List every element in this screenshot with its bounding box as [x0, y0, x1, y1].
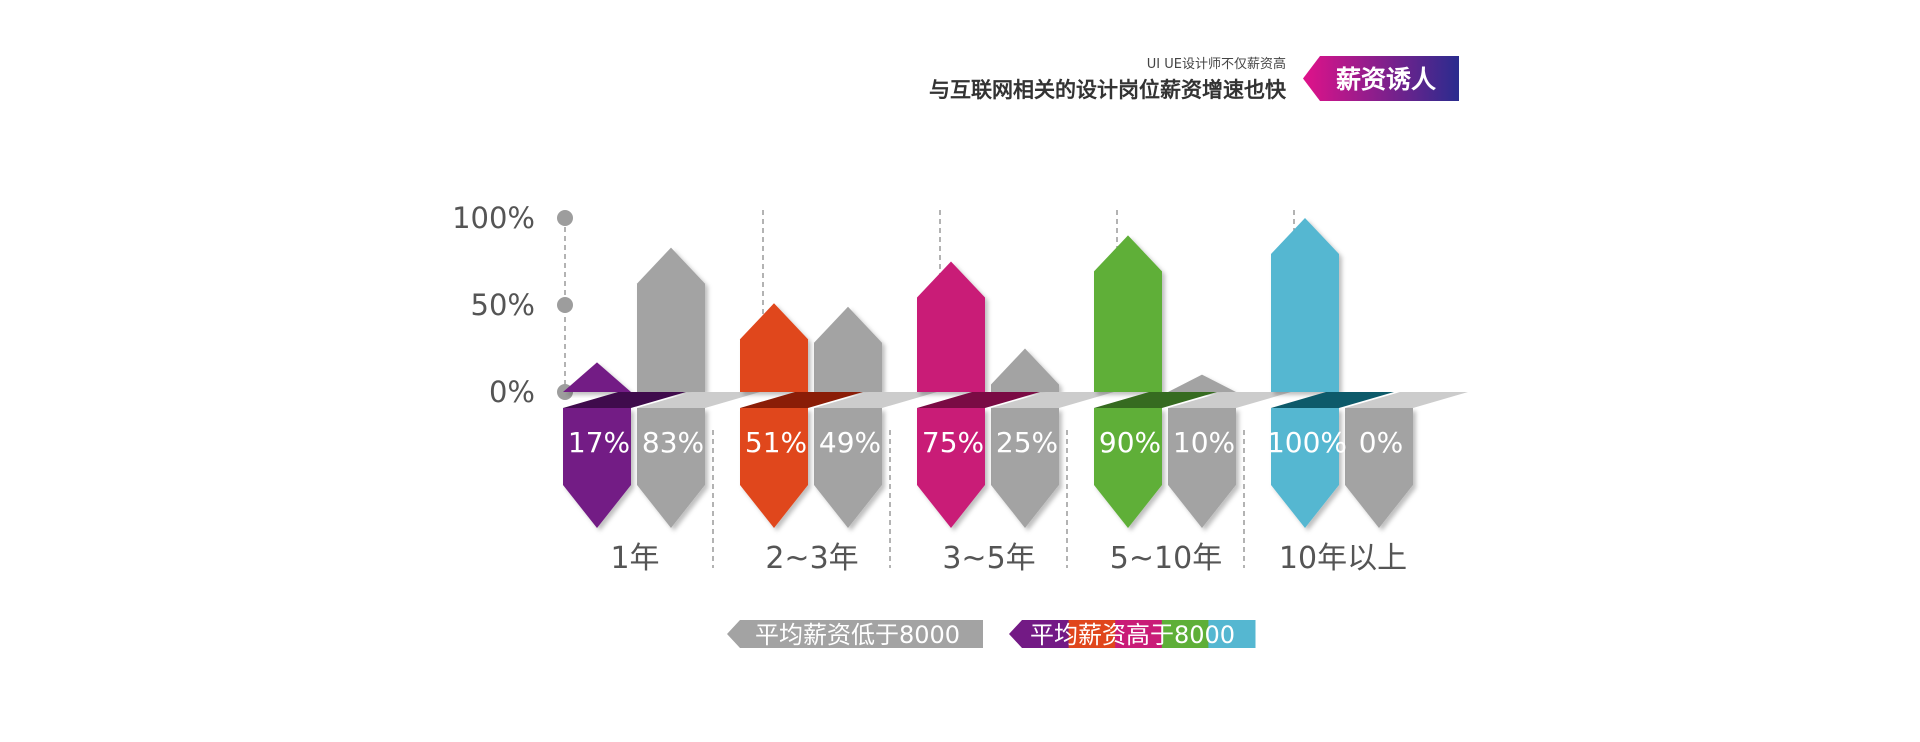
colored-down-bar [1094, 408, 1162, 528]
gray-bar-top [1345, 392, 1468, 408]
gray-down-bar [1168, 408, 1236, 528]
value-label: 10% [1173, 426, 1235, 459]
legend-swatch-segment [1208, 620, 1256, 648]
gray-down-bar [991, 408, 1059, 528]
header-subtitle: UI UE设计师不仅薪资高 [1147, 56, 1286, 72]
colored-down-bar [740, 408, 808, 528]
colored-bar-top [917, 392, 1040, 408]
header-badge-text: 薪资诱人 [1336, 65, 1436, 94]
colored-up-bar [1271, 218, 1339, 392]
colored-bar-top [1094, 392, 1217, 408]
header-headline: 与互联网相关的设计岗位薪资增速也快 [929, 78, 1287, 102]
value-label: 83% [642, 426, 704, 459]
gray-bar-top [1168, 392, 1291, 408]
legend-item-high: 平均薪资高于8000 [1009, 620, 1256, 649]
colored-up-bar [1094, 235, 1162, 392]
category-label: 10年以上 [1279, 541, 1407, 576]
category-label: 1年 [610, 541, 659, 576]
legend-swatch-segment [1022, 620, 1070, 648]
legend-swatch-segment [1161, 620, 1209, 648]
gray-up-bar [1168, 374, 1236, 392]
y-tick-dot [557, 297, 573, 313]
colored-down-bar [917, 408, 985, 528]
legend-swatch-segment [1068, 620, 1116, 648]
category-labels: 1年 2~3年 3~5年 5~10年 10年以上 [610, 541, 1407, 576]
legend-item-low: 平均薪资低于8000 [727, 620, 983, 649]
header: UI UE设计师不仅薪资高 与互联网相关的设计岗位薪资增速也快 薪资诱人 [929, 56, 1459, 102]
value-label: 17% [568, 426, 630, 459]
colored-up-bar [917, 261, 985, 392]
y-tick-label: 100% [452, 201, 535, 235]
value-label: 51% [745, 426, 807, 459]
colored-up-bar [740, 303, 808, 392]
y-tick-label: 50% [471, 288, 535, 322]
gray-bar-top [814, 392, 937, 408]
category-label: 3~5年 [942, 541, 1035, 576]
value-label: 0% [1359, 426, 1403, 459]
legend-swatch-tip [1009, 620, 1022, 648]
value-label: 100% [1267, 426, 1347, 459]
header-badge [1303, 56, 1459, 101]
value-label: 90% [1099, 426, 1161, 459]
gray-up-bar [991, 348, 1059, 392]
gray-bar-top [991, 392, 1114, 408]
gray-up-bar [637, 247, 705, 392]
value-label: 49% [819, 426, 881, 459]
colored-down-bar [563, 408, 631, 528]
gray-down-bar [1345, 408, 1413, 528]
y-tick-dot [557, 210, 573, 226]
legend-swatch-low [727, 620, 983, 648]
legend-label-high: 平均薪资高于8000 [1030, 621, 1235, 649]
gray-down-bar [814, 408, 882, 528]
legend-label-low: 平均薪资低于8000 [755, 621, 960, 649]
colored-bar-top [1271, 392, 1394, 408]
y-axis: 0% 50% 100% [452, 201, 573, 409]
colored-bar-top [563, 392, 686, 408]
gray-bar-top [637, 392, 760, 408]
colored-up-bar [563, 362, 631, 392]
legend: 平均薪资低于8000 平均薪资高于8000 [727, 620, 1256, 649]
legend-swatch-segment [1115, 620, 1163, 648]
colored-bar-top [740, 392, 863, 408]
gray-up-bar [814, 306, 882, 392]
colored-down-bar [1271, 408, 1339, 528]
value-label: 75% [922, 426, 984, 459]
value-label: 25% [996, 426, 1058, 459]
y-tick-label: 0% [489, 375, 535, 409]
bars: 17% 83% 51% 49% 75% 25% 90% 10% 100% 0% [563, 218, 1468, 528]
category-label: 2~3年 [765, 541, 858, 576]
gray-down-bar [637, 408, 705, 528]
category-label: 5~10年 [1110, 541, 1222, 576]
